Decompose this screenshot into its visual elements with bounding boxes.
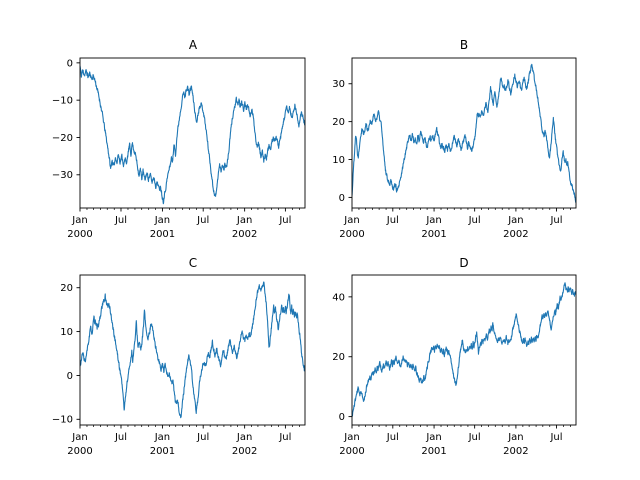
subplot-b-title: B	[459, 38, 469, 52]
x-tick-label: Jul	[549, 432, 562, 443]
x-tick-label: Jan	[154, 432, 170, 443]
x-tick-label: Jul	[278, 215, 291, 226]
subplot-b-frame	[351, 57, 577, 209]
y-tick-label: 10	[332, 155, 345, 166]
x-tick-label: Jan	[236, 215, 252, 226]
x-tick-label: 2002	[503, 229, 528, 240]
y-tick-label: 0	[67, 58, 73, 69]
subplot-d: 0 20 40 Jan 2000 Jul Jan 2001 Jul Jan 2002 Jul	[332, 274, 577, 457]
x-tick-label: Jul	[386, 432, 399, 443]
x-tick-label: 2001	[421, 229, 446, 240]
x-tick-label: 2002	[232, 229, 257, 240]
y-tick-label: 10	[60, 327, 73, 338]
x-tick-label: Jan	[343, 432, 359, 443]
x-tick-label: Jul	[114, 215, 127, 226]
series-d-line	[352, 282, 576, 417]
y-tick-label: 20	[332, 117, 345, 128]
subplot-c: −10 0 10 20 Jan 2000 Jul Jan 2001 Jul Jan 2002 Jul	[52, 274, 306, 457]
subplot-a: 0 −10 −20 −30 Jan 2000 Jul Jan 2001 Jul Jan 2002 Jul	[52, 57, 306, 240]
x-tick-label: Jul	[196, 215, 209, 226]
y-tick-label: 30	[332, 79, 345, 90]
x-tick-label: Jan	[71, 432, 87, 443]
y-tick-label: −20	[52, 133, 73, 144]
y-tick-label: 40	[332, 292, 345, 303]
x-tick-label: 2001	[421, 446, 446, 457]
x-tick-label: Jan	[154, 215, 170, 226]
subplot-c-frame	[79, 274, 306, 426]
x-tick-label: Jul	[278, 432, 291, 443]
y-tick-label: −10	[52, 415, 73, 426]
subplot-d-title: D	[459, 256, 469, 270]
x-tick-label: 2000	[339, 446, 364, 457]
series-b-line	[352, 63, 576, 203]
subplot-b: 0 10 20 30 Jan 2000 Jul Jan 2001 Jul Jan 2002 Jul	[332, 57, 577, 240]
x-tick-label: Jul	[468, 215, 481, 226]
x-tick-label: 2000	[67, 229, 92, 240]
x-tick-label: 2002	[232, 446, 257, 457]
subplot-a-title: A	[188, 38, 198, 52]
y-tick-label: 20	[332, 352, 345, 363]
x-tick-label: Jul	[549, 215, 562, 226]
subplot-d-frame	[351, 274, 577, 426]
x-tick-label: Jul	[468, 432, 481, 443]
x-tick-label: Jan	[425, 215, 441, 226]
x-tick-label: Jan	[425, 432, 441, 443]
x-tick-label: 2000	[67, 446, 92, 457]
x-tick-label: Jan	[507, 215, 523, 226]
x-tick-label: 2001	[150, 446, 175, 457]
y-tick-label: 0	[339, 193, 345, 204]
x-tick-label: Jul	[196, 432, 209, 443]
x-tick-label: Jan	[507, 432, 523, 443]
x-tick-label: Jul	[386, 215, 399, 226]
y-tick-label: −30	[52, 170, 73, 181]
x-tick-label: Jul	[114, 432, 127, 443]
y-tick-label: −10	[52, 96, 73, 107]
x-tick-label: Jan	[236, 432, 252, 443]
y-tick-label: 0	[67, 371, 73, 382]
series-c-line	[80, 281, 305, 419]
subplot-c-title: C	[188, 256, 198, 270]
x-tick-label: Jan	[343, 215, 359, 226]
x-tick-label: 2001	[150, 229, 175, 240]
x-tick-label: 2002	[503, 446, 528, 457]
y-tick-label: 0	[339, 412, 345, 423]
x-tick-label: Jan	[71, 215, 87, 226]
y-tick-label: 20	[60, 283, 73, 294]
x-tick-label: 2000	[339, 229, 364, 240]
series-a-line	[80, 65, 305, 205]
subplot-a-frame	[79, 57, 306, 209]
